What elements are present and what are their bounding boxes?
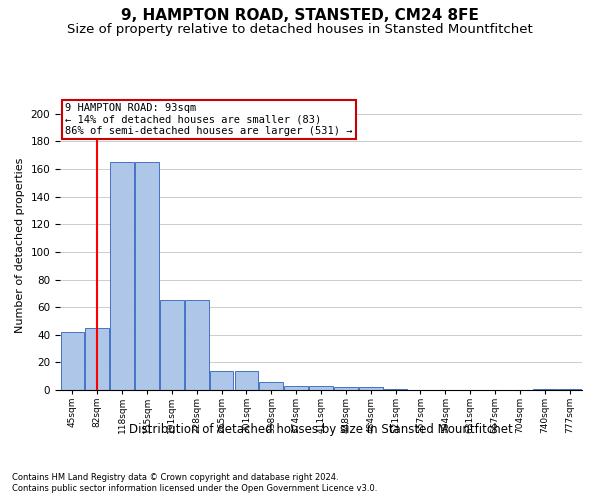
Bar bbox=[384, 388, 407, 390]
Y-axis label: Number of detached properties: Number of detached properties bbox=[15, 158, 25, 332]
Bar bbox=[533, 388, 557, 390]
Bar bbox=[284, 386, 308, 390]
Text: Contains public sector information licensed under the Open Government Licence v3: Contains public sector information licen… bbox=[12, 484, 377, 493]
Bar bbox=[210, 370, 233, 390]
Bar bbox=[185, 300, 209, 390]
Bar bbox=[110, 162, 134, 390]
Bar bbox=[334, 387, 358, 390]
Text: Contains HM Land Registry data © Crown copyright and database right 2024.: Contains HM Land Registry data © Crown c… bbox=[12, 472, 338, 482]
Text: Size of property relative to detached houses in Stansted Mountfitchet: Size of property relative to detached ho… bbox=[67, 22, 533, 36]
Bar bbox=[85, 328, 109, 390]
Bar bbox=[160, 300, 184, 390]
Bar bbox=[61, 332, 84, 390]
Bar bbox=[259, 382, 283, 390]
Text: 9 HAMPTON ROAD: 93sqm
← 14% of detached houses are smaller (83)
86% of semi-deta: 9 HAMPTON ROAD: 93sqm ← 14% of detached … bbox=[65, 103, 353, 136]
Bar bbox=[235, 370, 258, 390]
Bar bbox=[359, 387, 383, 390]
Text: 9, HAMPTON ROAD, STANSTED, CM24 8FE: 9, HAMPTON ROAD, STANSTED, CM24 8FE bbox=[121, 8, 479, 22]
Text: Distribution of detached houses by size in Stansted Mountfitchet: Distribution of detached houses by size … bbox=[129, 422, 513, 436]
Bar bbox=[309, 386, 333, 390]
Bar bbox=[135, 162, 159, 390]
Bar bbox=[558, 388, 581, 390]
